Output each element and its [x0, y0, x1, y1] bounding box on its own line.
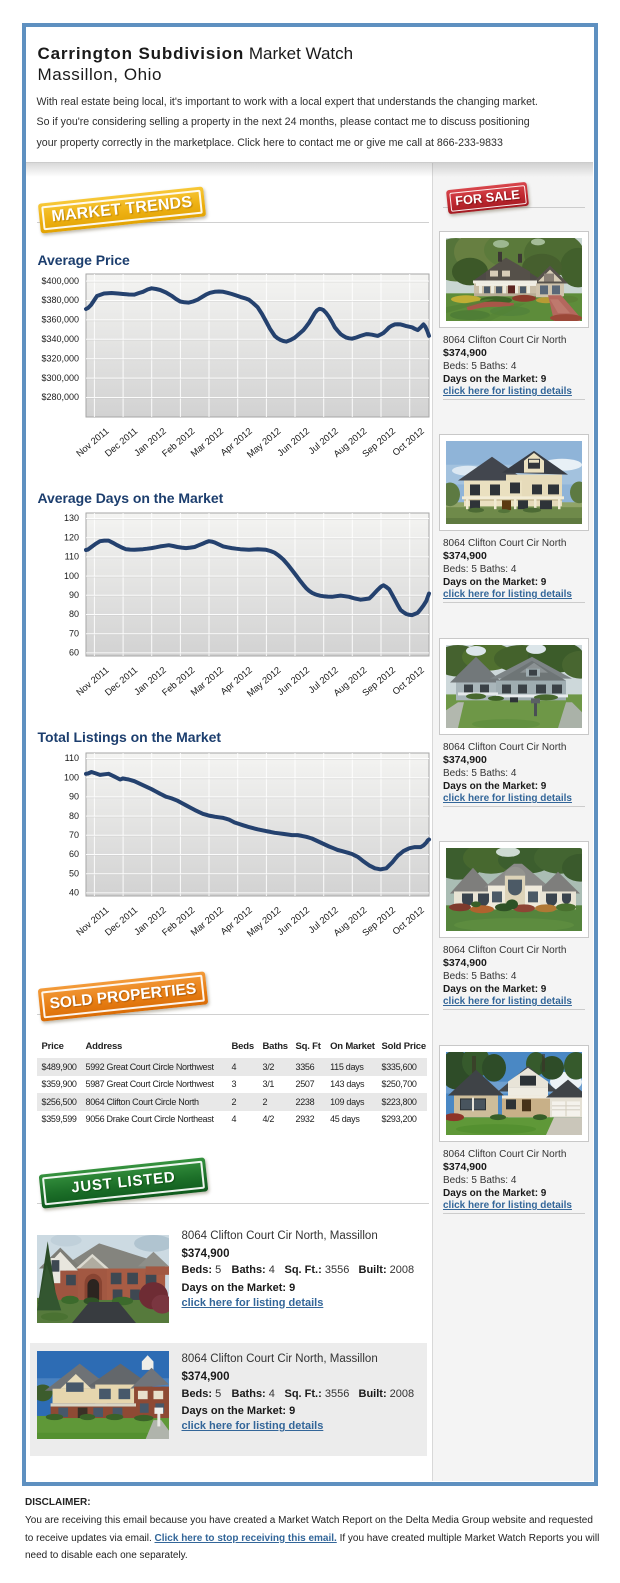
svg-text:60: 60 — [69, 648, 79, 658]
svg-text:100: 100 — [64, 571, 79, 581]
svg-text:80: 80 — [69, 811, 79, 821]
svg-text:$320,000: $320,000 — [41, 353, 79, 363]
svg-text:$280,000: $280,000 — [41, 392, 79, 402]
svg-text:40: 40 — [69, 888, 79, 898]
svg-text:$400,000: $400,000 — [41, 276, 79, 286]
svg-text:130: 130 — [64, 513, 79, 523]
svg-text:90: 90 — [69, 590, 79, 600]
svg-text:$340,000: $340,000 — [41, 334, 79, 344]
svg-text:70: 70 — [69, 830, 79, 840]
svg-text:Jun 2012: Jun 2012 — [276, 426, 312, 458]
svg-text:$300,000: $300,000 — [41, 373, 79, 383]
svg-text:60: 60 — [69, 849, 79, 859]
svg-text:70: 70 — [69, 628, 79, 638]
svg-text:90: 90 — [69, 792, 79, 802]
svg-text:$360,000: $360,000 — [41, 315, 79, 325]
svg-text:50: 50 — [69, 868, 79, 878]
svg-text:Jun 2012: Jun 2012 — [276, 905, 312, 937]
svg-text:120: 120 — [64, 532, 79, 542]
svg-text:100: 100 — [64, 772, 79, 782]
svg-text:110: 110 — [65, 552, 79, 562]
svg-text:Jun 2012: Jun 2012 — [276, 665, 312, 697]
svg-text:80: 80 — [69, 609, 79, 619]
svg-text:110: 110 — [65, 753, 79, 763]
svg-text:$380,000: $380,000 — [41, 295, 79, 305]
